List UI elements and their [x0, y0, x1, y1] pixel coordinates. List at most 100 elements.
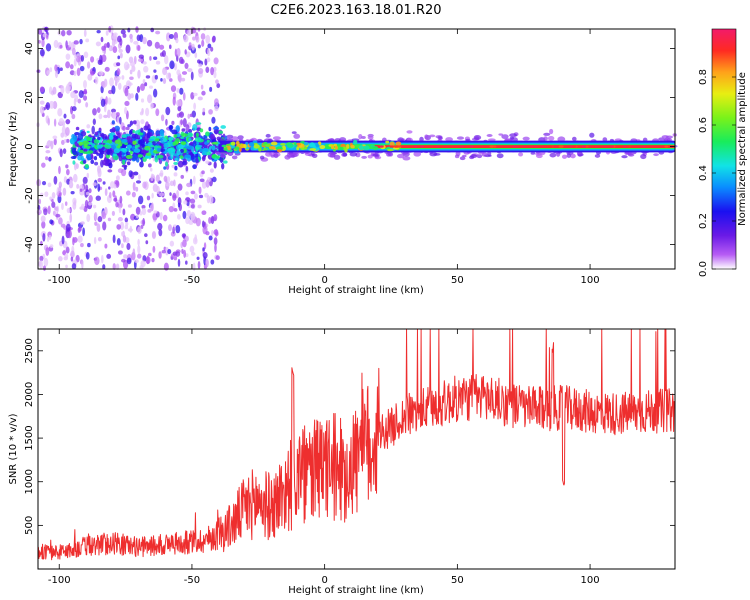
spectrogram-cell — [192, 237, 198, 245]
spectrogram-cell — [178, 56, 184, 64]
spectrogram-cell — [172, 141, 177, 146]
spectrogram-cell — [97, 183, 101, 192]
spectrogram-cell — [286, 142, 294, 148]
spectrogram-cell — [187, 132, 193, 138]
spectrogram-cell — [92, 108, 97, 116]
spectrogram-cell — [124, 106, 128, 115]
spectrogram-cell — [222, 160, 228, 164]
spectrogram-cell — [180, 174, 185, 179]
spectrogram-cell — [189, 198, 196, 204]
spectrogram-cell — [213, 70, 217, 79]
spectrogram-cell — [114, 125, 121, 132]
snr-x-tick-label: 100 — [581, 575, 600, 586]
spectrogram-cell — [445, 137, 453, 142]
spectrogram-cell — [65, 138, 70, 143]
spectrogram-cell — [124, 100, 130, 107]
spectrogram-cell — [141, 149, 146, 154]
spectrogram-cell — [424, 134, 429, 140]
spectrogram-cell — [332, 148, 337, 152]
spectrogram-cell — [142, 79, 146, 84]
colorbar-ticks: 0.0 0.2 0.4 0.6 0.8 — [698, 69, 736, 277]
spectrogram-cell — [501, 134, 509, 140]
spectrogram-cell — [147, 208, 152, 213]
spectrogram-cell — [414, 145, 418, 148]
spectrogram-cell — [117, 55, 121, 60]
spectrogram-cell — [221, 163, 225, 170]
spectrogram-cell — [112, 263, 116, 271]
spectrogram-cell — [122, 33, 127, 38]
spectrogram-cell — [189, 245, 195, 253]
spectrogram-cell — [71, 113, 76, 120]
spectrogram-cell — [134, 259, 139, 264]
spectrogram-cell — [187, 113, 191, 119]
spectrogram-cell — [219, 156, 224, 163]
spectrogram-cell — [70, 250, 75, 259]
spectrogram-cell — [549, 152, 557, 158]
spectrogram-cell — [203, 242, 207, 250]
spectrogram-cell — [158, 192, 165, 197]
spectrogram-cell — [149, 167, 153, 172]
spectrogram-cell — [137, 226, 142, 234]
spectrogram-cell — [304, 146, 308, 150]
spectrogram-cell — [58, 117, 64, 125]
spectrogram-cell — [109, 150, 113, 156]
spectrogram-cell — [73, 98, 77, 107]
spectrogram-cell — [176, 69, 181, 76]
spectrogram-cell — [199, 178, 205, 183]
spectrogram-cell — [315, 143, 319, 148]
spectrogram-cell — [433, 153, 441, 156]
spectrogram-cell — [144, 82, 148, 87]
spectrogram-cell — [96, 107, 101, 113]
spectrogram-cell — [180, 77, 186, 82]
spectrogram-cell — [188, 42, 192, 47]
spectrogram-cell — [210, 215, 215, 225]
spectrogram-cell — [519, 145, 524, 148]
spectrogram-cell — [80, 243, 84, 248]
spectrogram-cell — [113, 153, 118, 157]
spectrogram-cell — [94, 256, 100, 266]
spectrogram-cell — [116, 238, 121, 246]
spectrogram-cell — [43, 257, 49, 267]
spectrogram-cell — [114, 139, 122, 144]
spectrogram-cell — [49, 100, 55, 109]
spectrogram-cell — [85, 191, 90, 196]
spectrogram-cell — [99, 54, 103, 64]
spectrogram-cell — [291, 131, 297, 135]
spectrogram-cell — [65, 246, 70, 254]
spectrogram-cell — [125, 44, 131, 54]
spectrogram-cell — [420, 145, 424, 148]
spectrogram-cell — [143, 125, 149, 131]
spectrogram-cell — [92, 182, 97, 186]
spectrogram-cell — [92, 118, 96, 125]
spectrogram-cell — [140, 260, 146, 268]
spectrogram-cell — [339, 137, 347, 142]
spectrogram-cell — [38, 198, 42, 205]
spectrogram-cell — [156, 135, 162, 139]
spectrogram-cell — [53, 175, 58, 185]
spectrogram-cell — [170, 85, 177, 92]
spectrogram-cell — [82, 140, 90, 146]
spectrogram-cell — [86, 124, 91, 129]
spectrogram-cell — [127, 82, 133, 86]
spectrogram-cell — [481, 145, 486, 148]
spectrogram-cell — [123, 61, 129, 71]
spectrogram-cell — [177, 183, 183, 191]
spectrogram-cell — [159, 169, 164, 178]
spectrogram-cell — [132, 248, 136, 258]
spectrogram-cell — [38, 28, 43, 35]
spectrogram-cell — [211, 36, 216, 43]
spectrogram-cell — [627, 153, 635, 157]
spectrogram-cell — [133, 40, 139, 45]
spectrogram-cell — [71, 134, 76, 139]
spectrogram-cell — [182, 210, 187, 220]
spectrogram-cell — [346, 144, 350, 149]
spectrogram-cell — [658, 137, 665, 141]
spectrogram-cell — [205, 179, 210, 188]
spectrogram-cell — [97, 236, 102, 242]
spectrogram-cell — [91, 125, 95, 135]
spectrogram-cell — [121, 164, 128, 168]
snr-y-tick-label: 2500 — [24, 338, 35, 363]
spectrogram-cell — [610, 145, 614, 148]
spectrogram-cell — [49, 219, 54, 225]
spectrogram-cell — [95, 41, 101, 47]
